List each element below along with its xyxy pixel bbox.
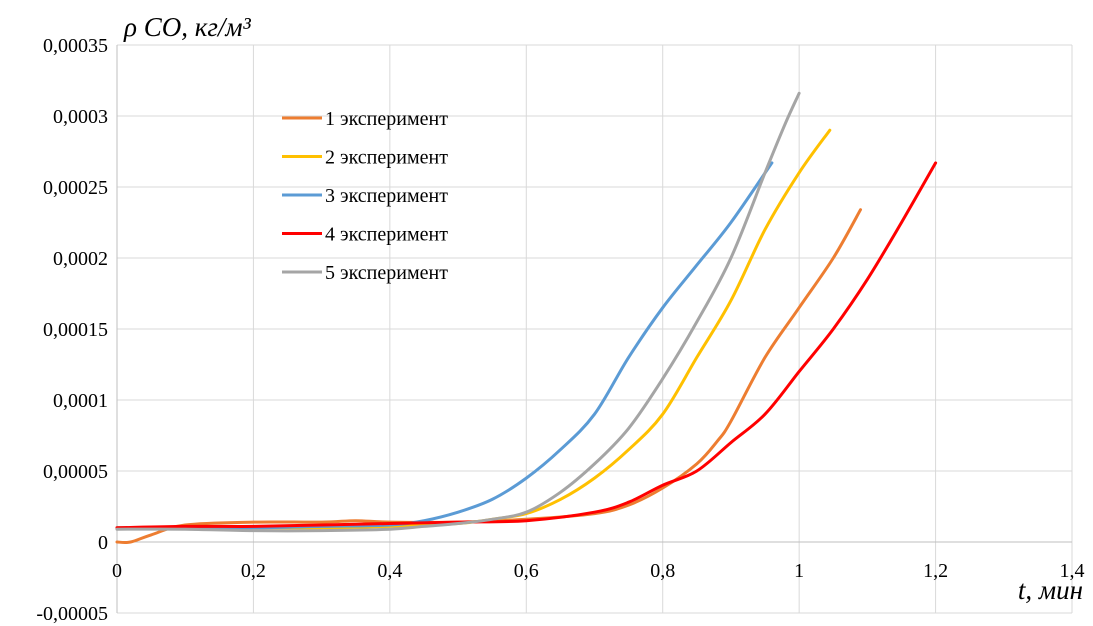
legend: 1 эксперимент 2 эксперимент 3 эксперимент 4…: [282, 108, 448, 284]
x-tick-label: 1,4: [1060, 560, 1085, 582]
legend-label-4: 4 эксперимент: [325, 224, 448, 246]
x-tick-label: 0,8: [650, 560, 675, 582]
y-tick-label: 0: [98, 532, 108, 554]
y-tick-label: 0,00035: [43, 35, 108, 57]
legend-label-3: 3 эксперимент: [325, 185, 448, 207]
y-tick-label: -0,00005: [36, 603, 108, 625]
series-line-5: [115, 91, 801, 533]
x-tick-label: 1: [794, 560, 804, 582]
legend-label-5: 5 эксперимент: [325, 262, 448, 284]
y-tick-label: 0,0002: [53, 248, 108, 270]
series-lines: [115, 91, 938, 545]
x-tick-label: 0,4: [377, 560, 402, 582]
axes: [116, 45, 1072, 613]
series-line-3: [115, 161, 774, 530]
y-axis-title: ρ CO, кг/м³: [123, 12, 252, 42]
y-tick-label: 0,00015: [43, 319, 108, 341]
x-tick-label: 0,2: [241, 560, 266, 582]
x-axis-title: t, мин: [1018, 575, 1083, 605]
gridlines: [117, 44, 1073, 614]
tick-labels: -0,0000500,000050,00010,000150,00020,000…: [36, 35, 1084, 625]
y-tick-label: 0,00025: [43, 177, 108, 199]
y-tick-label: 0,0001: [53, 390, 108, 412]
x-tick-label: 1,2: [923, 560, 948, 582]
x-tick-label: 0: [112, 560, 122, 582]
y-tick-label: 0,0003: [53, 106, 108, 128]
x-tick-label: 0,6: [514, 560, 539, 582]
series-line-4: [115, 161, 938, 530]
legend-label-2: 2 эксперимент: [325, 147, 448, 169]
legend-label-1: 1 эксперимент: [325, 108, 448, 130]
y-tick-label: 0,00005: [43, 461, 108, 483]
